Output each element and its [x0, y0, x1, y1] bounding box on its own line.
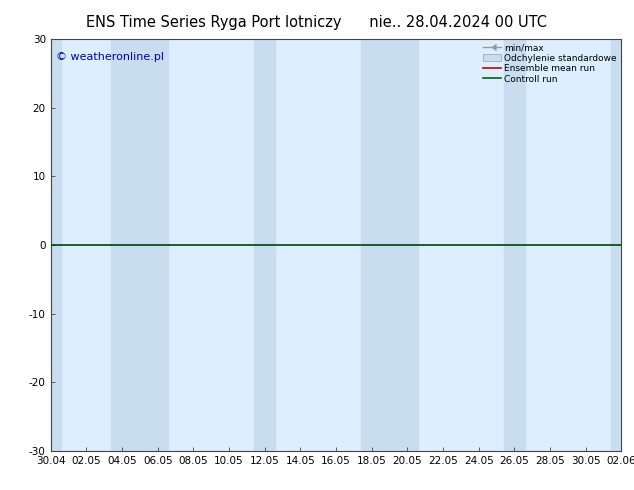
Legend: min/max, Odchylenie standardowe, Ensemble mean run, Controll run: min/max, Odchylenie standardowe, Ensembl… [481, 42, 619, 86]
Bar [611, 39, 632, 451]
Bar [254, 39, 275, 451]
Bar [112, 39, 169, 451]
Bar [361, 39, 418, 451]
Text: © weatheronline.pl: © weatheronline.pl [56, 51, 164, 62]
Bar [503, 39, 525, 451]
Bar [40, 39, 61, 451]
Text: ENS Time Series Ryga Port lotniczy      nie.. 28.04.2024 00 UTC: ENS Time Series Ryga Port lotniczy nie..… [86, 15, 548, 30]
